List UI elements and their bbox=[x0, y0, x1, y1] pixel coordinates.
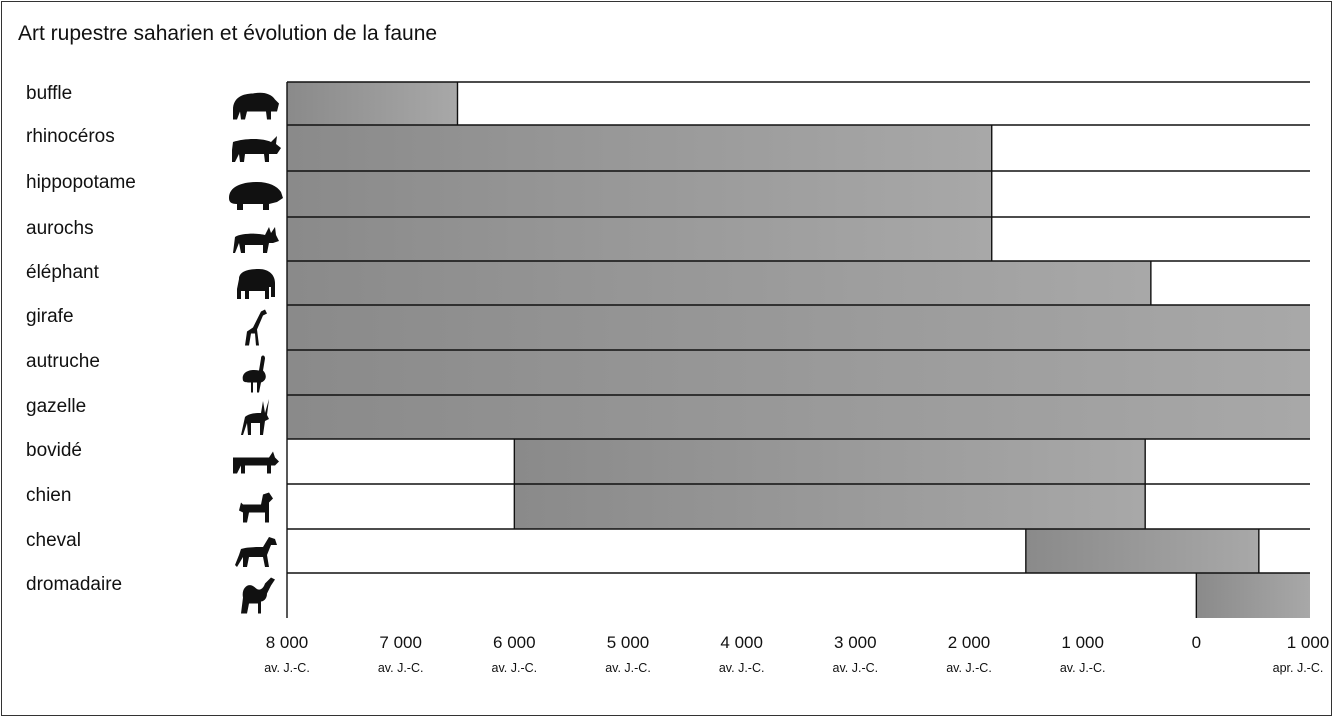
dog-icon bbox=[239, 492, 273, 523]
category-label: girafe bbox=[26, 306, 74, 327]
tick-label: 8 000 bbox=[266, 633, 309, 652]
bar-buffalo bbox=[287, 82, 458, 125]
bovid-icon bbox=[233, 451, 279, 474]
tick-era-label: av. J.-C. bbox=[605, 661, 651, 675]
tick-era-label: av. J.-C. bbox=[719, 661, 765, 675]
category-label: cheval bbox=[26, 530, 81, 551]
chart-title: Art rupestre saharien et évolution de la… bbox=[18, 22, 438, 45]
tick-era-label: av. J.-C. bbox=[378, 661, 424, 675]
category-label: chien bbox=[26, 485, 71, 506]
bar-dog bbox=[514, 484, 1146, 529]
tick-era-label: av. J.-C. bbox=[946, 661, 992, 675]
bar-bovid bbox=[514, 439, 1146, 484]
aurochs-icon bbox=[233, 227, 279, 253]
gazelle-icon bbox=[241, 399, 269, 435]
bar-elephant bbox=[287, 261, 1151, 305]
tick-label: 1 000 bbox=[1061, 633, 1104, 652]
category-label: rhinocéros bbox=[26, 126, 115, 147]
tick-era-label: av. J.-C. bbox=[264, 661, 310, 675]
tick-era-label: av. J.-C. bbox=[833, 661, 879, 675]
bar-giraffe bbox=[287, 305, 1310, 350]
ostrich-icon bbox=[242, 355, 266, 393]
tick-era-label: av. J.-C. bbox=[492, 661, 538, 675]
bar-ostrich bbox=[287, 350, 1310, 395]
category-label: dromadaire bbox=[26, 574, 122, 595]
category-label: éléphant bbox=[26, 262, 100, 283]
tick-label: 7 000 bbox=[379, 633, 422, 652]
category-label: hippopotame bbox=[26, 172, 136, 193]
hippopotamus-icon bbox=[229, 182, 283, 210]
category-label: autruche bbox=[26, 351, 100, 372]
tick-label: 1 000 bbox=[1287, 633, 1330, 652]
tick-label: 0 bbox=[1192, 633, 1201, 652]
category-label: aurochs bbox=[26, 218, 94, 239]
tick-label: 2 000 bbox=[948, 633, 991, 652]
category-label: gazelle bbox=[26, 396, 86, 417]
bar-dromedary bbox=[1196, 573, 1310, 618]
bar-rhinoceros bbox=[287, 125, 992, 171]
tick-label: 3 000 bbox=[834, 633, 877, 652]
bar-hippopotamus bbox=[287, 171, 992, 217]
elephant-icon bbox=[237, 269, 275, 299]
bar-horse bbox=[1025, 529, 1259, 573]
buffalo-icon bbox=[233, 92, 279, 120]
giraffe-icon bbox=[245, 309, 267, 346]
tick-era-label: av. J.-C. bbox=[1060, 661, 1106, 675]
tick-era-label: apr. J.-C. bbox=[1273, 661, 1324, 675]
tick-label: 5 000 bbox=[607, 633, 650, 652]
tick-label: 4 000 bbox=[720, 633, 763, 652]
bar-gazelle bbox=[287, 395, 1310, 439]
category-label: bovidé bbox=[26, 440, 82, 461]
category-label: buffle bbox=[26, 83, 72, 104]
tick-label: 6 000 bbox=[493, 633, 536, 652]
horse-icon bbox=[235, 537, 277, 567]
bar-aurochs bbox=[287, 217, 992, 261]
rhinoceros-icon bbox=[232, 136, 281, 162]
dromedary-icon bbox=[241, 577, 275, 614]
